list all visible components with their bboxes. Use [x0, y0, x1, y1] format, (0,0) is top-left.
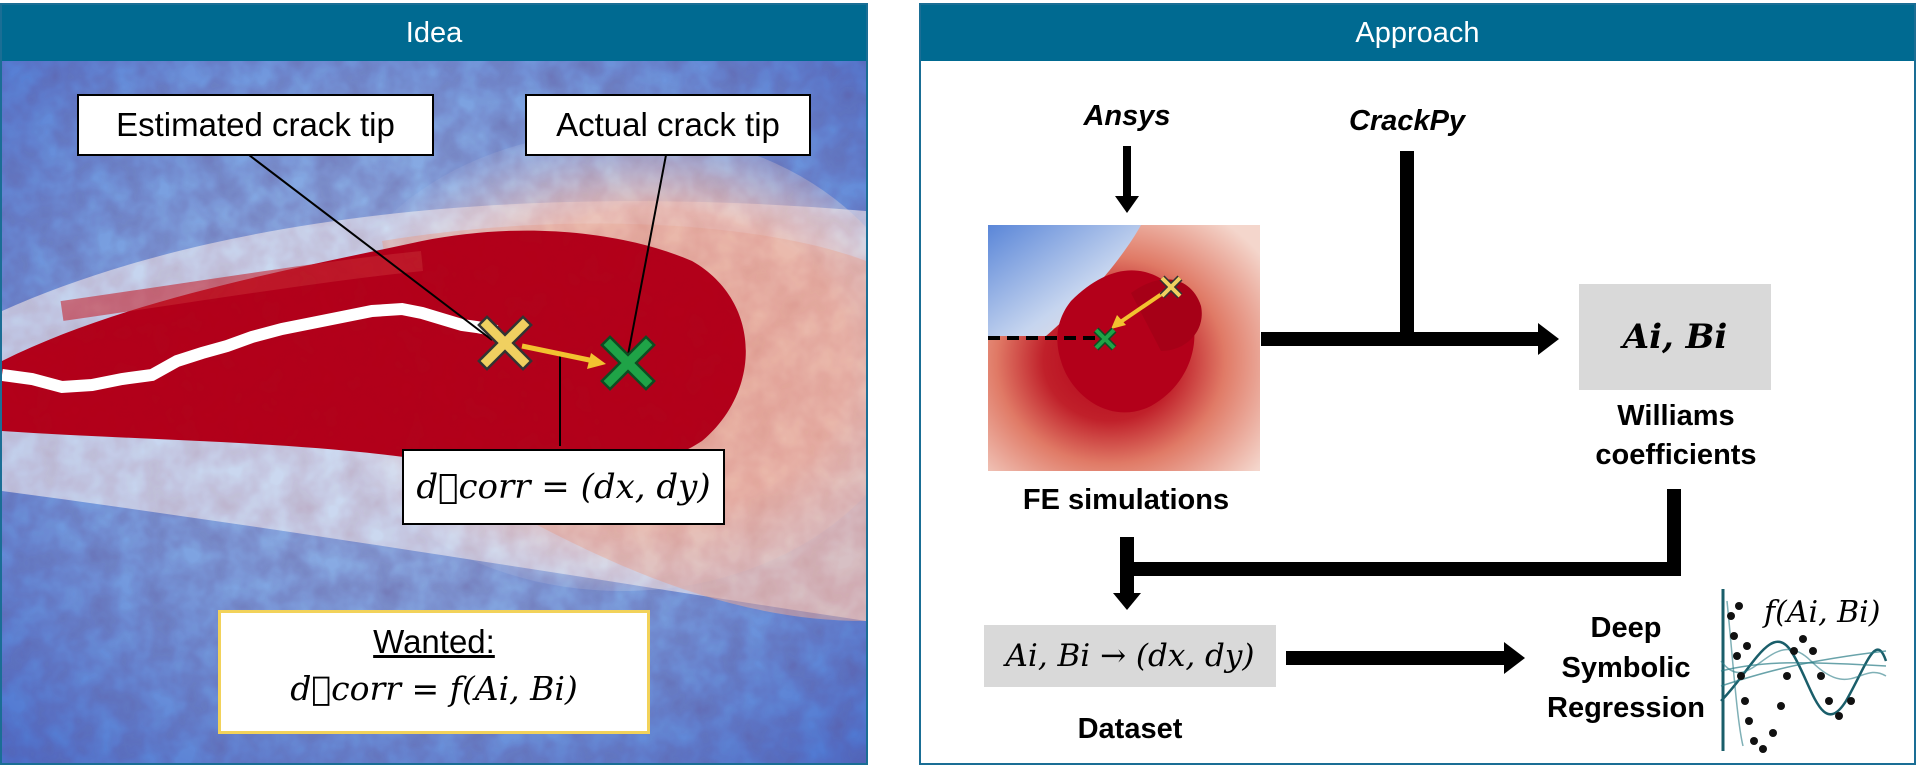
strain-field-image — [2, 61, 866, 763]
fe-simulation-image — [988, 225, 1260, 471]
dataset-box: Ai, Bi → (dx, dy) — [984, 625, 1276, 687]
williams-label-line1: Williams — [1617, 400, 1735, 432]
idea-panel: Idea — [0, 3, 868, 765]
dsr-label-line1: Deep — [1590, 612, 1662, 644]
dataset-label: Dataset — [1077, 713, 1183, 745]
ansys-label: Ansys — [1083, 100, 1171, 132]
williams-coefficients-box: Ai, Bi — [1579, 284, 1771, 390]
estimated-crack-tip-label: Estimated crack tip — [77, 94, 434, 156]
crackpy-label: CrackPy — [1348, 105, 1466, 137]
dsr-label-line2: Symbolic — [1561, 652, 1691, 684]
williams-label-line2: coefficients — [1595, 439, 1757, 471]
idea-header: Idea — [2, 5, 866, 61]
approach-flow-diagram — [988, 146, 1888, 753]
wanted-title: Wanted: — [373, 623, 495, 660]
crack-path — [2, 302, 499, 394]
actual-crack-tip-marker — [600, 335, 656, 391]
estimated-crack-tip-marker — [477, 315, 533, 371]
dcorr-equation-box: d⃗corr = (dx, dy) — [402, 449, 725, 525]
dsr-label-line3: Regression — [1547, 692, 1705, 724]
actual-crack-tip-label: Actual crack tip — [525, 94, 811, 156]
wanted-box: Wanted: d⃗corr = f(Ai, Bi) — [218, 610, 650, 734]
approach-header: Approach — [921, 5, 1914, 61]
correction-arrow — [521, 343, 595, 364]
fe-simulations-label: FE simulations — [1022, 484, 1230, 516]
approach-panel: Approach — [919, 3, 1916, 765]
function-label: f(Ai, Bi) — [1764, 595, 1914, 630]
wanted-equation: d⃗corr = f(Ai, Bi) — [290, 669, 578, 708]
